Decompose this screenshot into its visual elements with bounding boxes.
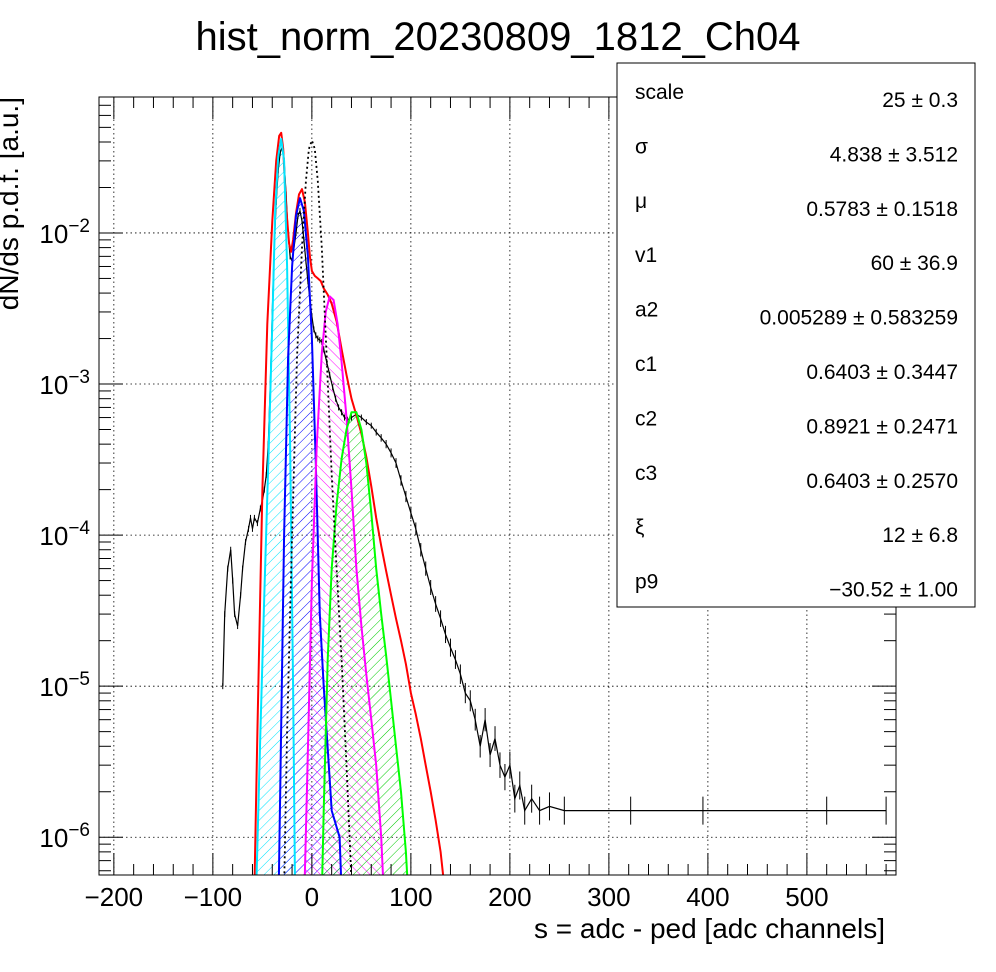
x-tick-labels: −200 −100 0 100 200 300 400 500 <box>85 882 829 912</box>
curve-pedestal <box>255 137 296 875</box>
stats-value: 0.005289 ± 0.583259 <box>760 307 958 330</box>
y-tick-label: 10−3 <box>39 367 90 400</box>
stats-rows: scale 25 ± 0.3 σ 4.838 ± 3.512 μ 0.5783 ± 0.1… <box>635 81 958 602</box>
stats-key: scale <box>635 81 684 104</box>
stats-value: 0.6403 ± 0.2570 <box>806 470 958 493</box>
curve-1-p-e <box>277 197 342 875</box>
curve-reference <box>283 139 353 875</box>
stats-box-frame <box>616 62 976 608</box>
stats-value: 60 ± 36.9 <box>871 252 958 275</box>
curve-fill-3-p-e <box>322 412 408 875</box>
x-tick-label: 0 <box>305 882 319 912</box>
stats-key: p9 <box>635 571 658 594</box>
x-tick-label: 500 <box>785 882 828 912</box>
stats-key: c1 <box>635 353 657 376</box>
x-tick-label: −100 <box>184 882 243 912</box>
x-tick-label: 300 <box>587 882 630 912</box>
stats-value: 4.838 ± 3.512 <box>830 143 958 166</box>
stats-key: c2 <box>635 407 657 430</box>
stats-key: μ <box>635 190 647 213</box>
stats-key: a2 <box>635 299 658 322</box>
stats-key: v1 <box>635 244 657 267</box>
y-tick-labels: 10−6 10−5 10−4 10−3 10−2 <box>39 216 90 853</box>
stats-key: σ <box>635 135 648 158</box>
curves <box>253 131 445 875</box>
stats-value: 12 ± 6.8 <box>882 524 958 547</box>
stats-value: 25 ± 0.3 <box>882 89 958 112</box>
curve-2-p-e <box>303 295 384 875</box>
stats-value: 0.5783 ± 0.1518 <box>806 198 958 221</box>
histogram <box>222 144 887 825</box>
x-tick-label: −200 <box>85 882 144 912</box>
plot-area <box>222 131 887 875</box>
stats-box: scale 25 ± 0.3 σ 4.838 ± 3.512 μ 0.5783 ± 0.1… <box>616 62 976 608</box>
curve-3-p-e <box>321 411 409 875</box>
y-tick-label: 10−2 <box>39 216 90 249</box>
stats-value: −30.52 ± 1.00 <box>829 579 958 602</box>
stats-value: 0.6403 ± 0.3447 <box>806 361 958 384</box>
curve-fill-1-p-e <box>278 198 341 875</box>
histogram-line <box>222 146 887 813</box>
chart-title: hist_norm_20230809_1812_Ch04 <box>196 15 801 59</box>
x-tick-label: 100 <box>389 882 432 912</box>
y-tick-label: 10−4 <box>39 518 90 551</box>
curve-fills <box>256 138 408 875</box>
x-tick-label: 200 <box>488 882 531 912</box>
y-tick-label: 10−6 <box>39 820 90 853</box>
x-tick-label: 400 <box>686 882 729 912</box>
y-axis-label: dN/ds p.d.f. [a.u.] <box>0 97 24 310</box>
x-axis-label: s = adc - ped [adc channels] <box>534 913 885 944</box>
y-tick-label: 10−5 <box>39 669 90 702</box>
stats-value: 0.8921 ± 0.2471 <box>806 415 958 438</box>
stats-key: ξ <box>635 516 644 539</box>
stats-key: c3 <box>635 462 657 485</box>
